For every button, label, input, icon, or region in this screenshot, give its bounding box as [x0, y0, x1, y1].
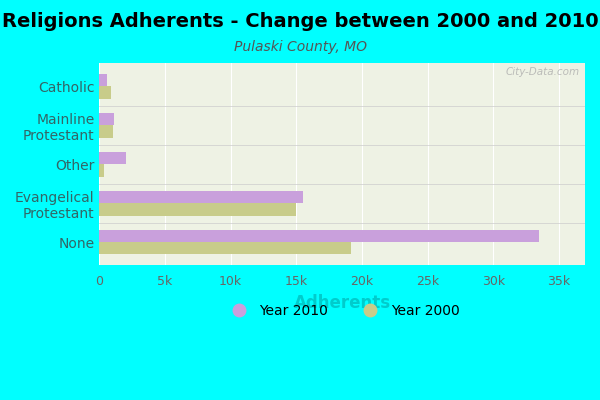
Bar [100, 164, 104, 177]
Bar [100, 191, 303, 203]
Bar [100, 203, 296, 216]
Bar [100, 113, 114, 125]
Text: City-Data.com: City-Data.com [506, 67, 580, 77]
Bar [100, 242, 352, 254]
Text: Pulaski County, MO: Pulaski County, MO [233, 40, 367, 54]
Legend: Year 2010, Year 2000: Year 2010, Year 2000 [219, 298, 465, 323]
Bar [100, 125, 113, 138]
X-axis label: Adherents: Adherents [293, 294, 391, 312]
Bar [100, 152, 126, 164]
Bar [100, 230, 539, 242]
Text: Religions Adherents - Change between 2000 and 2010: Religions Adherents - Change between 200… [2, 12, 598, 31]
Bar [100, 86, 110, 99]
Bar [100, 74, 107, 86]
